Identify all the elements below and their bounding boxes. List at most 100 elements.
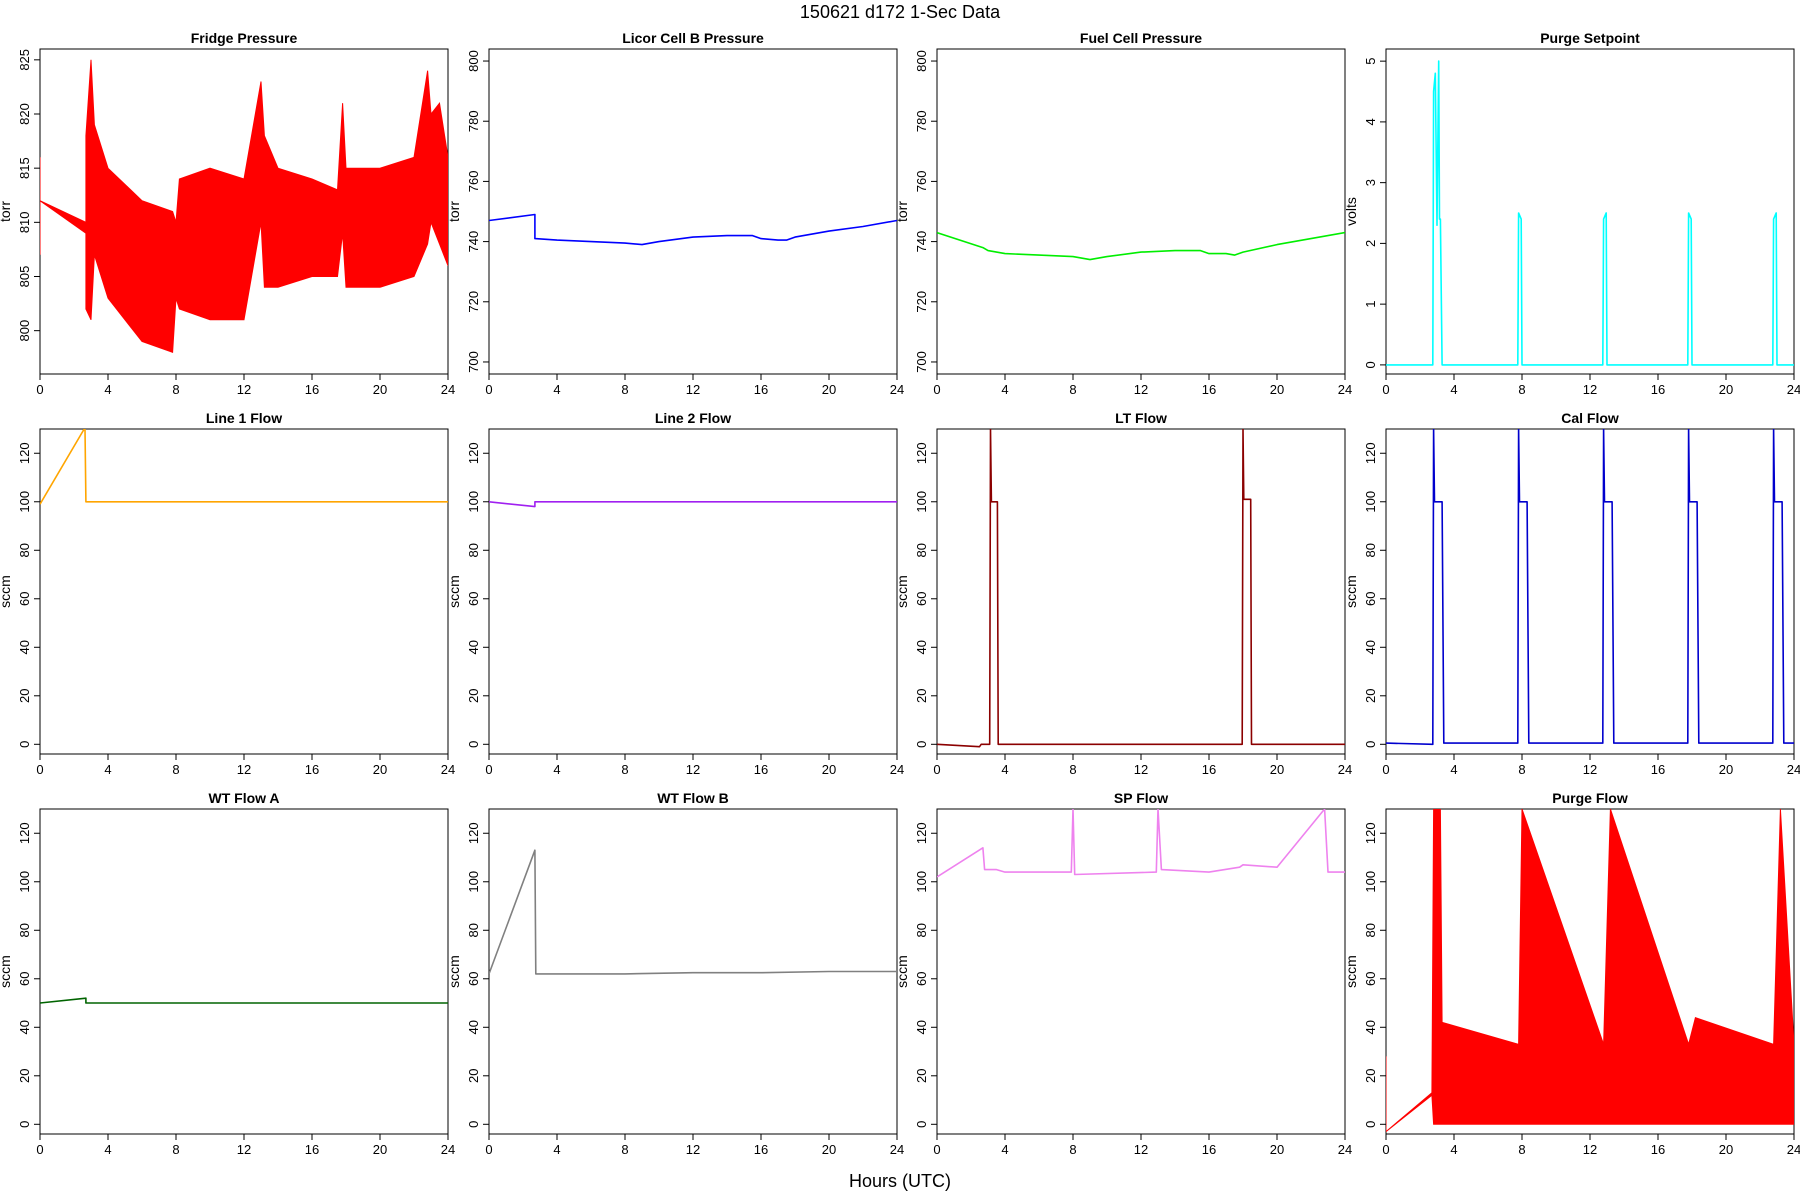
data-series-line [489,849,897,975]
chart-panel: WT Flow B sccm 0 4 8 12 16 20 24 0 20 40 60 80 100 120 [446,790,904,1157]
y-tick-label: 780 [914,110,929,132]
plot-frame [1385,428,1795,755]
chart-panel: Cal Flow sccm 0 4 8 12 16 20 24 0 20 40 60 80 100 120 [1343,410,1800,777]
x-tick-label: 12 [1134,382,1148,397]
x-tick-label: 12 [686,382,700,397]
y-tick-label: 20 [17,1069,32,1083]
plot-frame [39,428,449,755]
x-tick-label: 20 [373,1142,387,1157]
y-tick-label: 820 [17,103,32,125]
x-tick-label: 12 [1134,762,1148,777]
y-tick-label: 720 [466,291,481,313]
y-tick-label: 100 [1363,491,1378,513]
y-tick-label: 2 [1363,240,1378,247]
y-tick-label: 825 [17,49,32,71]
x-tick-label: 16 [1651,382,1665,397]
x-tick-label: 8 [172,762,179,777]
y-tick-label: 40 [1363,1020,1378,1034]
y-axis-label: sccm [1343,575,1359,608]
y-tick-label: 120 [466,442,481,464]
plot-frame [488,48,898,375]
x-tick-label: 12 [237,1142,251,1157]
x-tick-label: 12 [237,762,251,777]
y-tick-label: 40 [17,640,32,654]
x-tick-label: 16 [1202,1142,1216,1157]
data-series-line [1386,60,1794,366]
x-tick-label: 20 [1719,762,1733,777]
y-axis-label: sccm [446,575,462,608]
y-tick-label: 80 [1363,923,1378,937]
y-tick-label: 40 [1363,640,1378,654]
x-tick-label: 0 [933,1142,940,1157]
y-tick-label: 120 [17,442,32,464]
y-axis-label: torr [0,201,13,222]
x-tick-label: 0 [933,382,940,397]
y-axis-label: volts [1343,197,1359,226]
panel-title: LT Flow [1115,410,1167,426]
chart-panel: Fridge Pressure torr 0 4 8 12 16 20 24 800 805 810 8… [0,30,455,397]
y-tick-label: 700 [914,351,929,373]
panel-title: Purge Flow [1552,790,1628,806]
x-tick-label: 12 [1134,1142,1148,1157]
y-tick-label: 100 [914,491,929,513]
y-tick-label: 0 [1363,1121,1378,1128]
y-tick-label: 20 [1363,689,1378,703]
x-tick-label: 4 [553,762,560,777]
y-tick-label: 0 [914,741,929,748]
y-tick-label: 120 [914,822,929,844]
x-tick-label: 12 [1583,382,1597,397]
x-tick-label: 0 [36,762,43,777]
y-tick-label: 40 [17,1020,32,1034]
y-tick-label: 80 [466,923,481,937]
y-tick-label: 20 [466,689,481,703]
x-tick-label: 8 [1518,382,1525,397]
y-tick-label: 80 [914,923,929,937]
x-tick-label: 8 [621,762,628,777]
y-tick-label: 20 [17,689,32,703]
y-tick-label: 800 [914,50,929,72]
x-tick-label: 24 [1787,382,1800,397]
x-tick-label: 20 [822,382,836,397]
x-tick-label: 16 [1202,762,1216,777]
y-tick-label: 40 [466,1020,481,1034]
plot-frame [936,48,1346,375]
y-tick-label: 805 [17,266,32,288]
y-tick-label: 120 [1363,442,1378,464]
x-tick-label: 8 [1518,762,1525,777]
x-tick-label: 8 [621,1142,628,1157]
y-tick-label: 800 [466,50,481,72]
data-series-band [40,59,448,353]
y-tick-label: 780 [466,110,481,132]
x-tick-label: 4 [1450,762,1457,777]
y-tick-label: 80 [1363,543,1378,557]
panel-title: SP Flow [1114,790,1168,806]
data-series-line [40,429,448,505]
y-tick-label: 740 [914,231,929,253]
x-tick-label: 8 [1069,762,1076,777]
y-tick-label: 100 [466,871,481,893]
y-tick-label: 40 [466,640,481,654]
x-tick-label: 16 [305,762,319,777]
chart-panel: LT Flow sccm 0 4 8 12 16 20 24 0 20 40 60 80 100 120 [894,410,1352,777]
y-tick-label: 0 [17,741,32,748]
x-tick-label: 8 [621,382,628,397]
y-tick-label: 0 [466,1121,481,1128]
x-tick-label: 24 [441,1142,455,1157]
x-tick-label: 0 [1382,1142,1389,1157]
y-tick-label: 100 [17,491,32,513]
y-tick-label: 60 [466,592,481,606]
y-tick-label: 20 [914,689,929,703]
x-tick-label: 16 [754,1142,768,1157]
panel-title: WT Flow B [657,790,729,806]
y-tick-label: 1 [1363,301,1378,308]
y-tick-label: 120 [914,442,929,464]
y-tick-label: 100 [914,871,929,893]
x-tick-label: 20 [1270,382,1284,397]
data-series-line [937,809,1345,878]
x-tick-label: 0 [933,762,940,777]
chart-panel: WT Flow A sccm 0 4 8 12 16 20 24 0 20 40 60 80 100 120 [0,790,455,1157]
x-tick-label: 16 [305,382,319,397]
panel-title: Line 1 Flow [206,410,282,426]
data-series-line [40,997,448,1004]
